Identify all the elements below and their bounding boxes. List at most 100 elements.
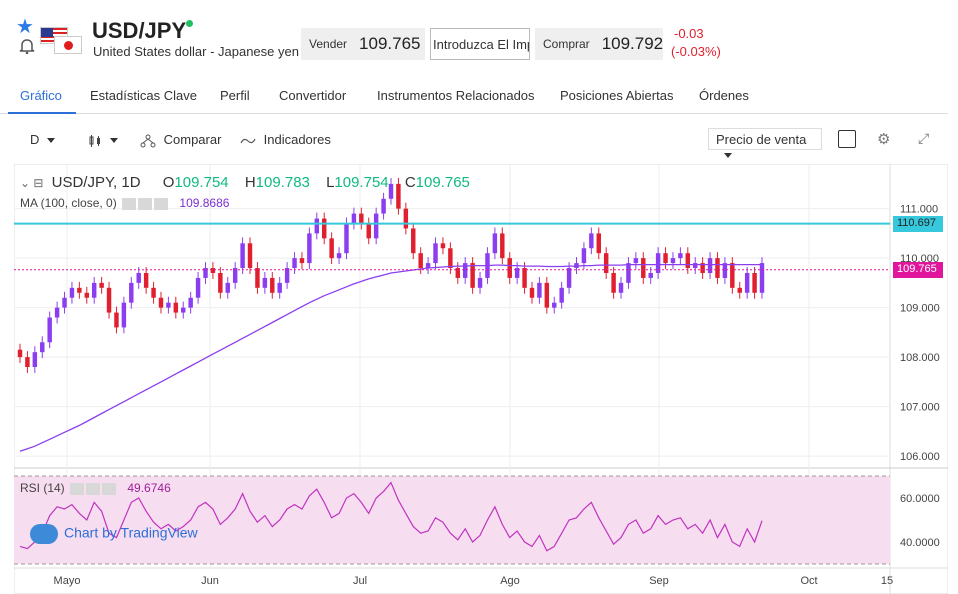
tab-ordenes[interactable]: Órdenes [699, 88, 749, 103]
rsi-tick-label: 60.0000 [900, 493, 940, 505]
time-label: Oct [800, 575, 817, 587]
candle-body [715, 258, 720, 278]
candle-body [618, 282, 624, 293]
price-type-dropdown[interactable]: Precio de venta [708, 128, 822, 159]
candle-body [25, 357, 30, 368]
ohlc-legend: ⌄ ⊟ USD/JPY, 1D O109.754 H109.783 L109.7… [20, 174, 470, 191]
price-tick-label: 111.000 [900, 204, 938, 216]
rsi-line [19, 481, 763, 552]
candle-body [596, 233, 601, 254]
candle-body [17, 349, 23, 358]
candle-body [633, 258, 639, 264]
candle-body [262, 277, 268, 288]
tab-grafico[interactable]: Gráfico [20, 88, 62, 103]
legend-low-label: L [326, 174, 335, 191]
fullscreen-icon[interactable]: ⤢ [918, 130, 930, 146]
candle-body [121, 302, 127, 328]
indicators-button[interactable]: Indicadores [240, 132, 331, 147]
candle-body [514, 268, 520, 278]
candle-body [462, 263, 468, 278]
candle-body [84, 292, 90, 298]
candle-body [448, 248, 453, 269]
candle-body [759, 263, 765, 293]
eye-icon[interactable] [122, 197, 137, 210]
candle-body [247, 243, 253, 269]
candle-body [477, 277, 483, 288]
sell-button[interactable]: Vender 109.765 [301, 28, 425, 60]
candle-body [663, 253, 668, 264]
gear-icon[interactable]: ⚙ [877, 131, 891, 148]
candle-body [344, 223, 349, 254]
rsi-band [14, 476, 890, 564]
candle-body [99, 282, 104, 288]
tab-perfil[interactable]: Perfil [220, 88, 250, 103]
candle-body [589, 233, 594, 249]
active-tab-indicator [8, 112, 76, 114]
settings-icon[interactable] [86, 482, 101, 495]
candle-body [106, 287, 112, 313]
price-tick-label: 108.000 [900, 352, 940, 364]
candle-body [744, 272, 750, 293]
candle-body [69, 287, 75, 298]
candle-body [40, 342, 45, 353]
candle-body [277, 282, 282, 293]
alert-bell-icon[interactable] [18, 38, 36, 54]
candle-body [737, 287, 742, 293]
candle-body [685, 253, 691, 269]
favorite-star-icon[interactable]: ★ [16, 16, 34, 38]
tab-estadisticas-clave[interactable]: Estadísticas Clave [90, 88, 197, 103]
chevron-down-icon [47, 138, 56, 144]
candle-body [32, 352, 38, 368]
candle-body [388, 183, 394, 199]
candle-body [151, 287, 156, 298]
candle-body [440, 243, 446, 249]
change-percent: (-0.03%) [671, 44, 721, 59]
tradingview-watermark[interactable]: Chart by TradingView [30, 524, 198, 544]
candle-body [129, 282, 134, 303]
chart-style-dropdown[interactable] [88, 132, 118, 148]
candle-body [188, 297, 193, 308]
legend-low: 109.754 [334, 174, 389, 191]
price-tick-label: 107.000 [900, 402, 940, 414]
amount-input[interactable]: Introduzca El Imp [430, 28, 530, 60]
close-icon[interactable] [102, 482, 117, 495]
close-icon[interactable] [154, 197, 169, 210]
buy-button[interactable]: Comprar 109.792 [535, 28, 663, 60]
candle-body [381, 198, 386, 214]
candle-body [566, 268, 572, 288]
candle-body [203, 268, 208, 278]
price-tick-label: 106.000 [900, 451, 940, 463]
candle-body [62, 297, 67, 308]
settings-icon[interactable] [138, 197, 153, 210]
instrument-symbol: USD/JPY [92, 18, 187, 43]
tradingview-cloud-icon [30, 524, 58, 544]
price-chart[interactable]: Mayo Jun Jul Ago Sep Oct 15 111.000 110.000 109.0… [14, 164, 948, 594]
tab-instrumentos-relacionados[interactable]: Instrumentos Relacionados [377, 88, 535, 103]
watermark-text: Chart by TradingView [64, 524, 198, 541]
candle-body [225, 282, 230, 293]
chart-canvas[interactable]: Mayo Jun Jul Ago Sep Oct 15111.000110.000109.0… [14, 164, 948, 594]
collapse-icon[interactable]: ⌄ ⊟ [20, 176, 44, 190]
candle-body [173, 302, 179, 313]
candle-body [544, 282, 550, 308]
compare-button[interactable]: Comparar [140, 132, 221, 148]
legend-symbol: USD/JPY, 1D [51, 174, 141, 191]
settings-checkbox[interactable] [838, 130, 856, 148]
tab-posiciones-abiertas[interactable]: Posiciones Abiertas [560, 88, 674, 103]
eye-icon[interactable] [70, 482, 85, 495]
candle-body [559, 287, 564, 303]
interval-dropdown[interactable]: D [30, 132, 56, 147]
time-label: Jul [353, 575, 367, 587]
buy-price: 109.792 [601, 34, 664, 53]
candle-body [195, 277, 201, 298]
tab-convertidor[interactable]: Convertidor [279, 88, 347, 103]
chart-toolbar: D Comparar Indicadores [0, 124, 948, 158]
time-label: Jun [201, 575, 219, 587]
candle-body [329, 238, 334, 259]
instrument-header: ★ USD/JPY United States dollar - Japanes… [0, 0, 958, 72]
legend-high-label: H [244, 174, 256, 191]
candle-body [418, 253, 423, 269]
candle-body [455, 268, 461, 278]
hline-price-tag: 110.697 [893, 215, 943, 232]
ma-legend: MA (100, close, 0) 109.8686 [20, 196, 229, 210]
